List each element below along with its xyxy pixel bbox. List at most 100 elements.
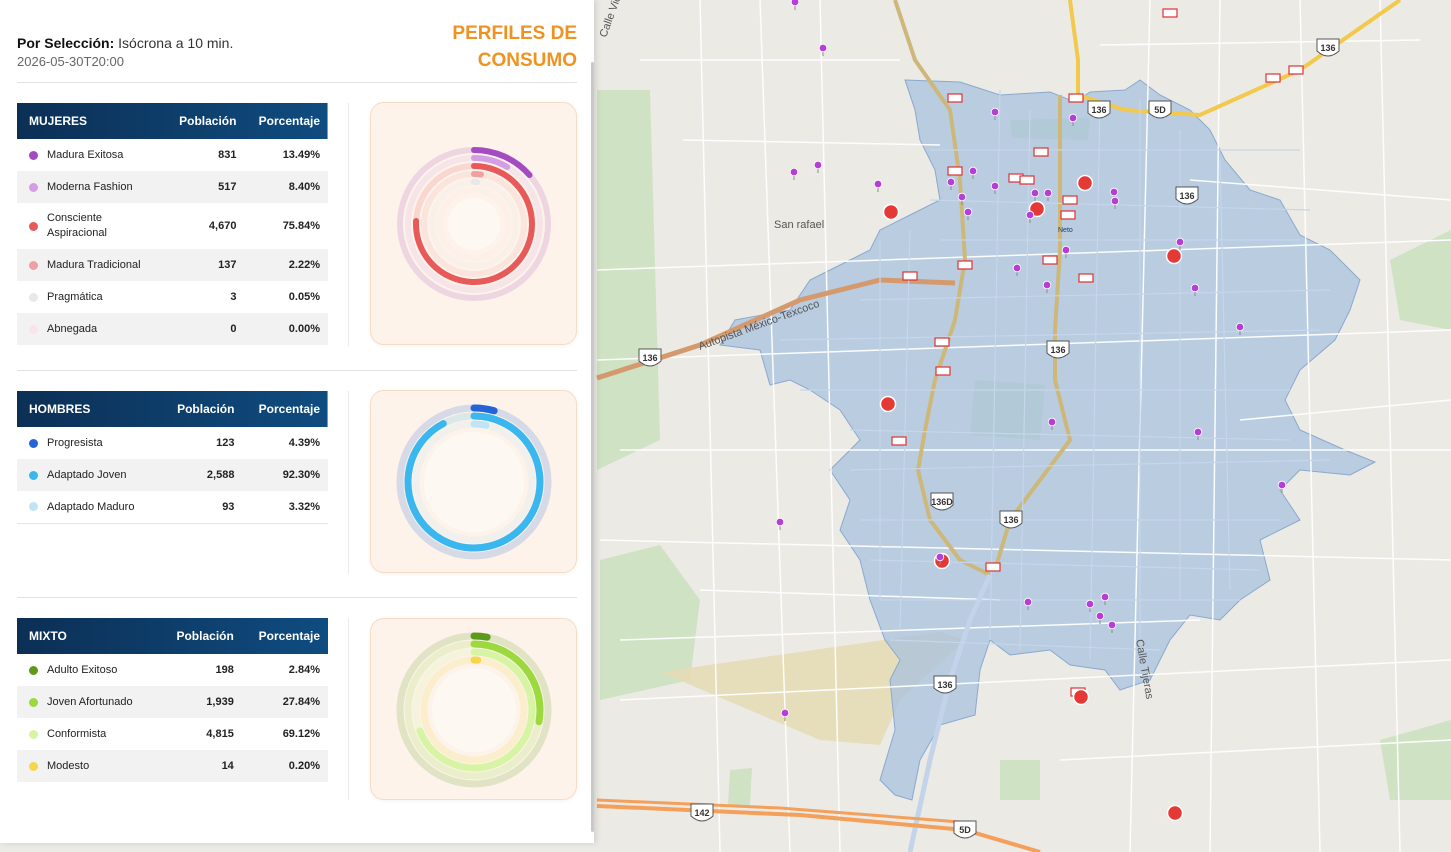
row-name: Adaptado Maduro <box>47 500 135 513</box>
row-name: Consciente Aspiracional <box>47 211 107 241</box>
poi-pin-icon[interactable] <box>946 177 956 190</box>
legend-dot <box>29 665 38 675</box>
poi-pin-icon[interactable] <box>1235 322 1245 335</box>
table-row: Joven Afortunado 1,939 27.84% <box>17 686 328 718</box>
bbb-store-icon <box>1072 688 1090 706</box>
poi-pin-icon[interactable] <box>1025 210 1035 223</box>
poi-pin-icon[interactable] <box>935 552 945 565</box>
divider <box>17 82 577 83</box>
table-row: Progresista 123 4.39% <box>17 427 328 459</box>
divider <box>17 597 577 598</box>
poi-pin-icon[interactable] <box>1030 188 1040 201</box>
oxxo-store-icon <box>957 260 973 270</box>
row-name: Adaptado Joven <box>47 469 127 481</box>
row-percentage: 2.84% <box>288 664 320 676</box>
route-shield: 142 <box>690 803 714 822</box>
route-shield: 5D <box>1148 100 1172 119</box>
row-percentage: 8.40% <box>288 181 320 193</box>
legend-dot <box>29 182 38 192</box>
poi-pin-icon[interactable] <box>1175 237 1185 250</box>
poi-pin-icon[interactable] <box>968 166 978 179</box>
chart-ring-arc <box>470 640 544 726</box>
bbb-markers <box>879 174 1184 822</box>
scrollbar[interactable] <box>591 62 594 832</box>
row-population: 517 <box>218 181 237 193</box>
oxxo-store-icon <box>985 562 1001 572</box>
poi-pin-icon[interactable] <box>963 207 973 220</box>
poi-pin-icon[interactable] <box>1110 196 1120 209</box>
poi-pin-icon[interactable] <box>1193 427 1203 440</box>
poi-pin-icon[interactable] <box>818 43 828 56</box>
table-row: Moderna Fashion 517 8.40% <box>17 171 328 203</box>
poi-pins[interactable] <box>775 0 1287 721</box>
oxxo-store-icon <box>947 93 963 103</box>
divider <box>348 391 349 574</box>
row-percentage: 75.84% <box>282 220 320 232</box>
bbb-store-icon <box>1166 804 1184 822</box>
title-line-2: CONSUMO <box>477 50 577 71</box>
legend-dot <box>29 324 38 334</box>
table-title: MIXTO <box>29 629 67 643</box>
row-name: Conformista <box>47 728 107 740</box>
poi-pin-icon[interactable] <box>1277 480 1287 493</box>
poi-pin-icon[interactable] <box>1012 263 1022 276</box>
oxxo-store-icon <box>934 337 950 347</box>
legend-dot <box>29 761 38 771</box>
row-population: 14 <box>221 760 234 772</box>
row-name: Adulto Exitoso <box>47 664 118 676</box>
route-shield: 5D <box>953 820 977 839</box>
poi-pin-icon[interactable] <box>1107 620 1117 633</box>
poi-pin-icon[interactable] <box>990 181 1000 194</box>
row-name: Madura Exitosa <box>47 149 124 161</box>
oxxo-store-icon <box>1019 175 1035 185</box>
col-percentage: Porcentaje <box>258 629 320 643</box>
radial-chart-hombres <box>370 390 577 573</box>
row-name: Modesto <box>47 760 90 772</box>
svg-text:136: 136 <box>1179 191 1194 201</box>
row-population: 4,815 <box>206 728 234 740</box>
poi-pin-icon[interactable] <box>957 192 967 205</box>
table-row: Abnegada 0 0.00% <box>17 313 328 345</box>
row-name: Progresista <box>47 437 103 449</box>
table-row: Madura Tradicional 137 2.22% <box>17 249 328 281</box>
poi-pin-icon[interactable] <box>873 179 883 192</box>
poi-pin-icon[interactable] <box>1085 599 1095 612</box>
poi-pin-icon[interactable] <box>1100 592 1110 605</box>
poi-pin-icon[interactable] <box>780 708 790 721</box>
chart-center <box>432 668 516 752</box>
oxxo-store-icon <box>1062 195 1078 205</box>
svg-text:136: 136 <box>937 680 952 690</box>
oxxo-store-icon <box>1033 147 1049 157</box>
divider <box>348 618 349 800</box>
poi-pin-icon[interactable] <box>789 167 799 180</box>
table-row: Pragmática 3 0.05% <box>17 281 328 313</box>
sand-area <box>660 632 965 745</box>
legend-dot <box>29 438 38 448</box>
poi-pin-icon[interactable] <box>790 0 800 10</box>
poi-pin-icon[interactable] <box>775 517 785 530</box>
poi-pin-icon[interactable] <box>1047 417 1057 430</box>
svg-text:136: 136 <box>1320 43 1335 53</box>
poi-pin-icon[interactable] <box>1043 188 1053 201</box>
row-population: 93 <box>222 500 235 513</box>
legend-dot <box>29 729 38 739</box>
legend-dot <box>29 150 38 160</box>
bbb-store-icon <box>1076 174 1094 192</box>
route-shield: 136 <box>1087 100 1111 119</box>
poi-pin-icon[interactable] <box>1190 283 1200 296</box>
oxxo-store-icon <box>1288 65 1304 75</box>
poi-pin-icon[interactable] <box>1023 597 1033 610</box>
legend-dot <box>29 292 38 302</box>
poi-pin-icon[interactable] <box>1061 245 1071 258</box>
page-title: PERFILES DE CONSUMO <box>377 20 577 74</box>
selection-label: Por Selección: <box>17 35 115 51</box>
poi-pin-icon[interactable] <box>1095 611 1105 624</box>
poi-pin-icon[interactable] <box>990 107 1000 120</box>
row-percentage: 0.00% <box>288 323 320 335</box>
poi-pin-icon[interactable] <box>813 160 823 173</box>
row-name: Moderna Fashion <box>47 181 133 193</box>
poi-pin-icon[interactable] <box>1042 280 1052 293</box>
legend-dot <box>29 502 38 512</box>
poi-pin-icon[interactable] <box>1068 113 1078 126</box>
chart-ring-track <box>437 187 511 261</box>
